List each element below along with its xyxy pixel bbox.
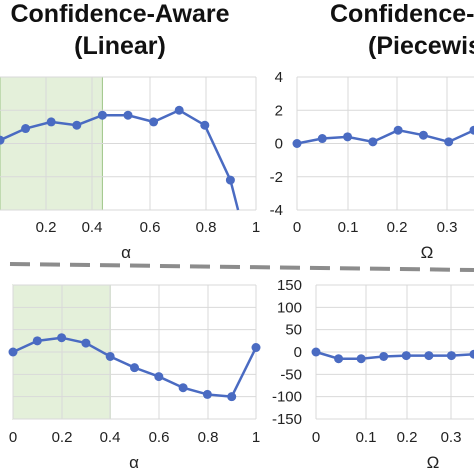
x-tick-label: 0.2 — [36, 219, 57, 236]
data-point — [227, 392, 237, 402]
x-tick-label: 0.2 — [387, 219, 408, 236]
x-axis-label: α — [129, 453, 139, 472]
data-point — [292, 139, 302, 148]
data-point — [178, 383, 188, 393]
data-point — [174, 105, 184, 115]
data-point — [149, 117, 159, 127]
data-point — [57, 333, 67, 343]
data-point — [317, 134, 327, 144]
data-point — [401, 351, 411, 361]
data-point — [334, 354, 344, 364]
y-tick-label: 0 — [294, 344, 302, 361]
x-tick-label: 0.8 — [196, 219, 217, 236]
y-tick-label: -100 — [272, 389, 302, 406]
data-point — [154, 372, 164, 382]
x-tick-label: 1 — [252, 429, 260, 446]
x-tick-label: 0.1 — [338, 219, 359, 236]
x-tick-label: 0.1 — [356, 429, 377, 446]
chart-panel-bottom-right: 150 100 50 0 -50 -100 -150 0 0.1 0.2 0.3Ω — [272, 277, 474, 472]
y-tick-label: -50 — [280, 366, 302, 383]
y-tick-label: 2 — [275, 102, 283, 119]
data-point — [225, 175, 235, 185]
chart-panel-top-right: 4 2 0 -2 -4 0 0.1 0.2 0.3Ω — [270, 69, 474, 262]
chart-panel-top-left: 0.2 0.4 0.6 0.8 1 α — [0, 76, 260, 262]
data-point — [311, 347, 321, 357]
y-tick-label: 150 — [277, 277, 302, 294]
data-point — [97, 110, 107, 120]
x-tick-label: 0.2 — [397, 429, 418, 446]
row-divider — [9, 262, 474, 272]
data-point — [469, 125, 474, 135]
data-point — [46, 117, 56, 127]
y-tick-label: 4 — [275, 69, 283, 86]
x-tick-label: 0.6 — [149, 429, 170, 446]
data-point — [200, 120, 210, 130]
data-point — [0, 135, 5, 145]
y-tick-label: 0 — [275, 136, 283, 153]
data-point — [444, 137, 454, 147]
data-point — [21, 124, 31, 134]
y-tick-label: 100 — [277, 299, 302, 316]
x-tick-label: 0.8 — [198, 429, 219, 446]
x-axis-label: Ω — [427, 453, 440, 472]
y-tick-label: -2 — [270, 169, 283, 186]
data-point — [469, 349, 474, 359]
data-point — [32, 336, 42, 346]
data-point — [8, 347, 18, 357]
x-tick-label: 0.3 — [441, 429, 462, 446]
x-axis-label: Ω — [421, 243, 434, 262]
x-tick-label: 1 — [252, 219, 260, 236]
data-point — [393, 125, 403, 135]
x-axis-label: α — [121, 243, 131, 262]
x-tick-label: 0 — [293, 219, 301, 236]
data-point — [123, 110, 133, 120]
title-right-line1: Confidence-Aware — [330, 0, 474, 28]
data-point — [343, 132, 353, 142]
title-right-line2: (Piecewis — [368, 32, 474, 60]
data-point — [202, 389, 212, 399]
data-point — [379, 351, 389, 361]
data-point — [446, 351, 456, 361]
data-point — [356, 354, 366, 364]
x-tick-label: 0.6 — [140, 219, 161, 236]
y-tick-label: -4 — [270, 202, 283, 219]
data-point — [418, 130, 428, 140]
x-tick-label: 0 — [9, 429, 17, 446]
data-point — [368, 137, 378, 147]
title-left-line1: Confidence-Aware — [10, 0, 229, 28]
x-tick-label: 0.4 — [82, 219, 103, 236]
title-left-line2: (Linear) — [74, 32, 166, 60]
x-tick-label: 0 — [312, 429, 320, 446]
data-point — [105, 351, 115, 361]
data-point — [130, 363, 139, 373]
y-tick-label: -150 — [272, 411, 302, 428]
x-tick-label: 0.4 — [100, 429, 121, 446]
x-tick-label: 0.2 — [52, 429, 73, 446]
y-tick-label: 50 — [285, 322, 302, 339]
data-point — [251, 343, 261, 353]
data-point — [72, 120, 82, 130]
data-point — [424, 351, 434, 361]
chart-panel-bottom-left: 0 0.2 0.4 0.6 0.8 1 α — [8, 284, 261, 472]
data-point — [81, 338, 91, 348]
x-tick-label: 0.3 — [437, 219, 458, 236]
